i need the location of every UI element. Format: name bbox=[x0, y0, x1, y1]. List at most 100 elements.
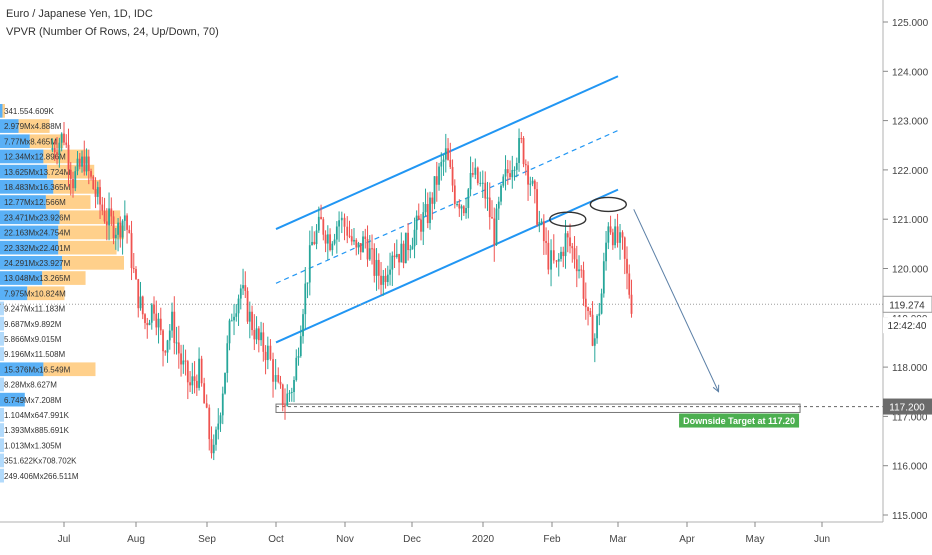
candle-body bbox=[386, 274, 389, 283]
candle-body bbox=[200, 358, 203, 384]
candle-body bbox=[417, 215, 420, 220]
volume-label: 5.866Mx9.015M bbox=[4, 335, 62, 344]
candle-body bbox=[177, 342, 180, 354]
candle-body bbox=[438, 166, 440, 185]
candle-body bbox=[306, 282, 309, 284]
candle-body bbox=[433, 176, 436, 204]
candle-body bbox=[331, 243, 334, 251]
candle-body bbox=[101, 204, 104, 211]
candle-body bbox=[56, 152, 58, 155]
volume-label: 9.196Mx11.508M bbox=[4, 350, 66, 359]
candle-body bbox=[413, 229, 416, 247]
candle-body bbox=[506, 169, 509, 174]
candle-body bbox=[203, 383, 206, 404]
candle-body bbox=[132, 268, 135, 270]
candle-body bbox=[359, 243, 362, 253]
candle-body bbox=[269, 345, 272, 360]
target-label-bg bbox=[679, 413, 800, 428]
volume-bar-up bbox=[0, 316, 4, 331]
candle-body bbox=[623, 237, 626, 259]
candle-body bbox=[217, 423, 220, 430]
candle-body bbox=[182, 360, 185, 365]
x-tick-label: Sep bbox=[198, 534, 216, 545]
volume-label: 341.554.609K bbox=[4, 107, 54, 116]
candle-body bbox=[422, 212, 425, 232]
x-tick-label: Oct bbox=[268, 534, 284, 545]
candle-body bbox=[184, 360, 187, 362]
y-tick-label: 125.000 bbox=[892, 18, 929, 29]
candle-body bbox=[353, 239, 355, 242]
candle-body bbox=[69, 169, 72, 179]
candle-body bbox=[447, 148, 449, 160]
candle-body bbox=[564, 233, 567, 257]
candle-body bbox=[81, 156, 83, 167]
volume-bar-up bbox=[0, 240, 59, 255]
volume-label: 1.393Mx885.691K bbox=[4, 426, 70, 435]
candle-body bbox=[373, 248, 376, 276]
candle-body bbox=[371, 248, 373, 250]
x-tick-label: Jun bbox=[814, 534, 830, 545]
volume-label: 6.749Mx7.208M bbox=[4, 396, 62, 405]
candle-body bbox=[212, 444, 215, 454]
volume-label: 15.376Mx16.549M bbox=[4, 365, 71, 374]
candle-body bbox=[591, 314, 594, 346]
candle-body bbox=[522, 138, 525, 165]
candle-body bbox=[242, 285, 244, 289]
candle-body bbox=[355, 239, 358, 248]
candle-body bbox=[274, 375, 277, 382]
candle-body bbox=[186, 361, 189, 383]
candle-body bbox=[476, 167, 479, 184]
candle-body bbox=[582, 270, 585, 299]
candle-body bbox=[290, 392, 293, 394]
candle-body bbox=[504, 169, 507, 177]
candle-body bbox=[51, 147, 54, 151]
volume-label: 12.34Mx12.896M bbox=[4, 153, 66, 162]
candle-body bbox=[166, 340, 169, 353]
candle-body bbox=[228, 320, 231, 344]
annotations-back bbox=[0, 75, 883, 413]
candle-body bbox=[205, 403, 208, 408]
candle-body bbox=[173, 311, 176, 343]
candle-body bbox=[146, 323, 149, 326]
candle-body bbox=[162, 330, 164, 352]
candle-body bbox=[587, 307, 589, 312]
candle-body bbox=[171, 311, 173, 331]
target-price-tag: 117.200 bbox=[889, 403, 925, 414]
volume-bar-down bbox=[2, 104, 5, 118]
candle-body bbox=[78, 158, 81, 167]
candle-body bbox=[189, 382, 191, 386]
candle-body bbox=[533, 180, 536, 190]
candle-body bbox=[315, 230, 318, 245]
channel-lower-line bbox=[275, 188, 619, 344]
candle-body bbox=[420, 219, 422, 232]
candle-body bbox=[195, 380, 198, 388]
volume-label: 22.163Mx24.754M bbox=[4, 229, 71, 238]
y-tick-label: 122.000 bbox=[892, 166, 929, 177]
candle-body bbox=[488, 197, 491, 218]
candle-body bbox=[453, 185, 456, 205]
candle-body bbox=[141, 296, 144, 315]
candle-body bbox=[117, 222, 119, 235]
candle-body bbox=[411, 246, 414, 250]
candle-body bbox=[409, 249, 412, 251]
candle-body bbox=[524, 164, 527, 166]
candle-body bbox=[260, 332, 262, 341]
candle-body bbox=[520, 138, 523, 140]
y-tick-label: 116.000 bbox=[892, 462, 928, 473]
volume-bar-up bbox=[0, 195, 46, 209]
candle-body bbox=[333, 239, 336, 244]
indicator-title: VPVR (Number Of Rows, 24, Up/Down, 70) bbox=[6, 26, 219, 38]
candle-body bbox=[244, 285, 247, 291]
candle-body bbox=[402, 243, 405, 264]
candle-body bbox=[144, 314, 146, 324]
candle-body bbox=[368, 248, 371, 260]
candle-body bbox=[123, 215, 126, 221]
candle-body bbox=[286, 393, 289, 406]
volume-bar-up bbox=[0, 362, 44, 377]
candle-body bbox=[493, 218, 496, 245]
candle-body bbox=[137, 279, 140, 309]
candle-body bbox=[346, 226, 349, 236]
